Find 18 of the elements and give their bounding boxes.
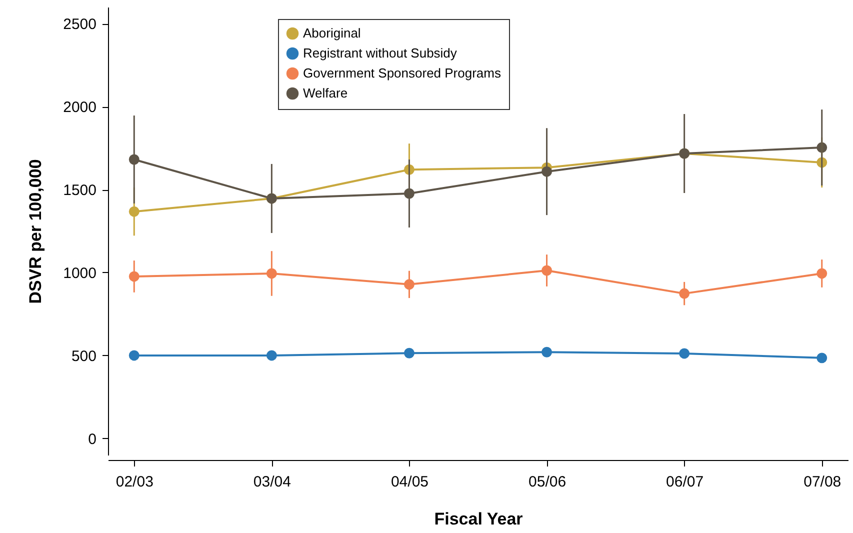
- x-tick-label: 05/06: [528, 474, 566, 490]
- x-tick-label: 07/08: [804, 474, 842, 490]
- x-tick-label: 06/07: [666, 474, 704, 490]
- legend-label: Aboriginal: [303, 26, 361, 40]
- y-tick-label: 500: [71, 348, 96, 365]
- y-tick-label: 0: [88, 430, 96, 448]
- y-tick-label: 1500: [63, 182, 96, 200]
- x-axis-title: Fiscal Year: [434, 510, 524, 528]
- y-tick-label: 2500: [63, 16, 96, 34]
- x-tick-label: 04/05: [390, 474, 428, 490]
- legend-label: Welfare: [303, 86, 348, 100]
- y-axis-title: DSVR per 100,000: [26, 159, 46, 304]
- x-tick-label: 03/04: [253, 474, 291, 490]
- y-tick-label: 1000: [63, 264, 96, 282]
- y-tick-label: 2000: [63, 99, 96, 116]
- x-tick-label: 02/03: [116, 474, 154, 490]
- legend-label: Government Sponsored Programs: [303, 66, 502, 80]
- legend-label: Registrant without Subsidy: [303, 46, 458, 60]
